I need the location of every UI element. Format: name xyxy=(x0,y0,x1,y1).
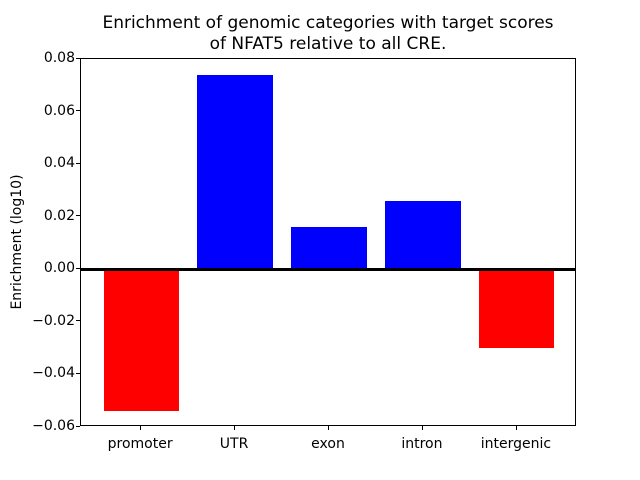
chart-title: Enrichment of genomic categories with ta… xyxy=(102,13,554,55)
x-tick-mark xyxy=(515,426,517,430)
y-tick-label: −0.06 xyxy=(32,418,75,434)
x-tick-label-exon: exon xyxy=(311,436,345,452)
x-tick-label-UTR: UTR xyxy=(219,436,249,452)
x-tick-mark xyxy=(140,426,142,430)
y-tick-mark xyxy=(76,162,80,164)
y-tick-label: 0.02 xyxy=(43,207,75,224)
y-tick-label: 0.00 xyxy=(43,260,75,277)
y-tick-mark xyxy=(76,425,80,427)
y-tick-label: 0.04 xyxy=(43,155,75,172)
y-tick-mark xyxy=(76,110,80,112)
x-tick-mark xyxy=(328,426,329,430)
zero-baseline xyxy=(81,268,575,271)
x-tick-mark xyxy=(421,426,423,430)
y-tick-label: −0.04 xyxy=(32,365,75,382)
y-tick-label: −0.02 xyxy=(32,312,75,329)
x-tick-label-promoter: promoter xyxy=(107,436,173,452)
plot-area xyxy=(80,58,576,426)
y-tick-mark xyxy=(76,372,80,374)
bar-exon xyxy=(291,227,367,270)
bar-promoter xyxy=(103,269,179,412)
y-tick-mark xyxy=(76,320,80,322)
y-tick-label: 0.06 xyxy=(43,102,75,119)
y-axis-label: Enrichment (log10) xyxy=(9,174,25,310)
x-tick-label-intron: intron xyxy=(401,436,443,452)
x-tick-label-intergenic: intergenic xyxy=(480,436,552,452)
y-tick-mark xyxy=(76,57,80,59)
bar-intergenic xyxy=(479,269,555,349)
bar-UTR xyxy=(197,74,273,270)
y-tick-label: 0.08 xyxy=(43,50,75,66)
x-tick-mark xyxy=(234,426,236,430)
y-tick-mark xyxy=(76,267,80,269)
y-tick-mark xyxy=(76,215,80,217)
bar-intron xyxy=(385,200,461,270)
